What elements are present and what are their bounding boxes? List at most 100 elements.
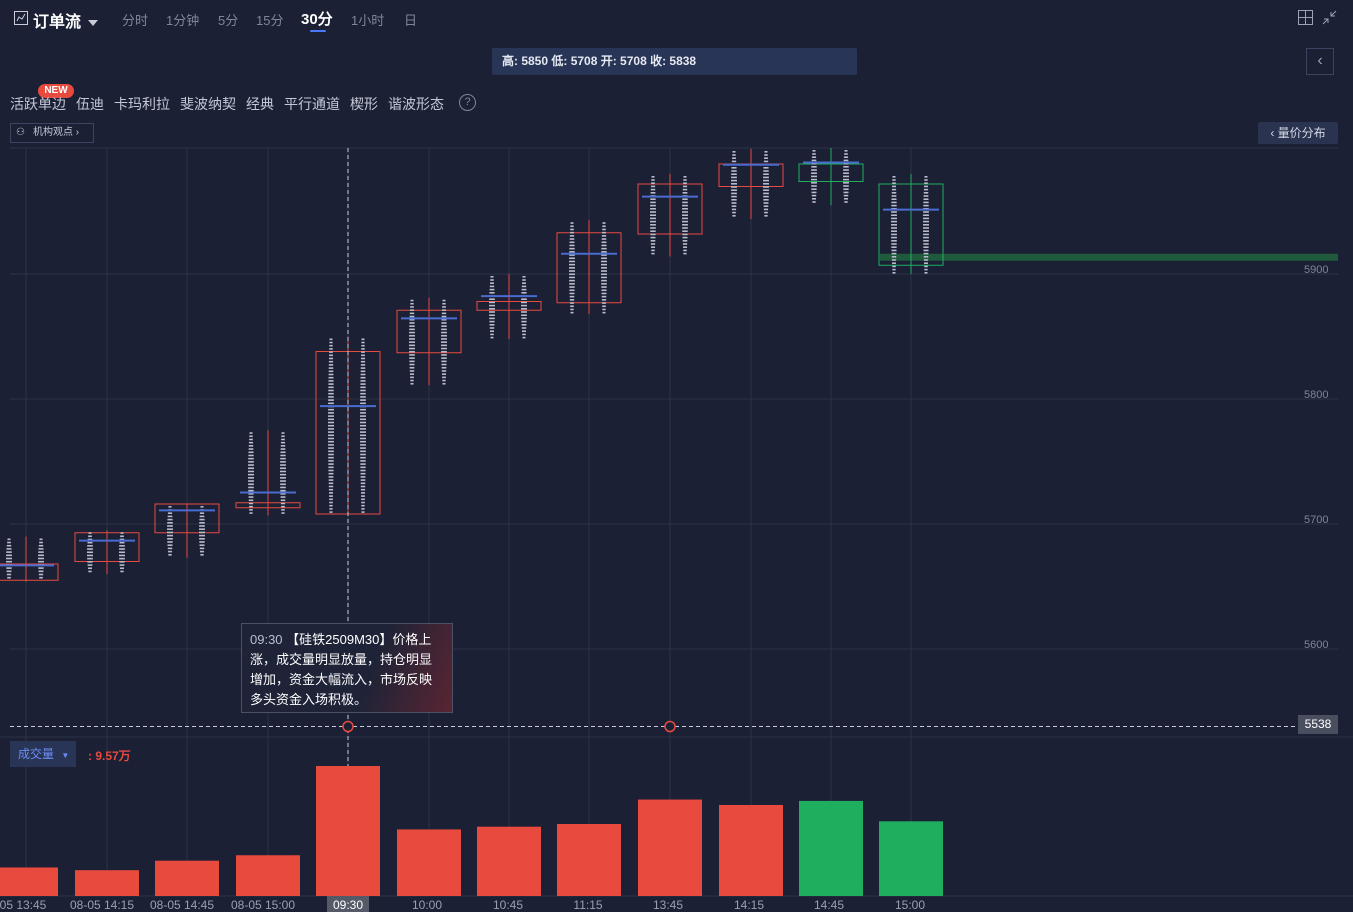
footprint-tick bbox=[891, 195, 897, 197]
footprint-tick bbox=[601, 267, 607, 269]
institution-view-button[interactable]: ⚇ 机构观点 › bbox=[10, 123, 94, 143]
footprint-tick bbox=[328, 421, 334, 424]
footprint-tick bbox=[569, 273, 575, 276]
footprint-tick bbox=[360, 466, 366, 469]
footprint-tick bbox=[328, 392, 334, 395]
tab-1hour[interactable]: 1小时 bbox=[351, 13, 385, 28]
collapse-panel-button[interactable]: ‹ bbox=[1306, 48, 1334, 75]
footprint-tick bbox=[489, 314, 495, 316]
tool-camarilla[interactable]: 卡玛利拉 bbox=[114, 96, 170, 112]
footprint-tick bbox=[120, 532, 124, 534]
footprint-tick bbox=[280, 502, 286, 505]
footprint-tick bbox=[248, 448, 254, 450]
footprint-tick bbox=[248, 496, 254, 498]
footprint-tick bbox=[248, 441, 254, 444]
active-tab-indicator bbox=[310, 30, 326, 32]
footprint-tick bbox=[167, 541, 173, 543]
footprint-tick bbox=[843, 166, 849, 168]
footprint-tick bbox=[360, 386, 366, 389]
footprint-tick bbox=[328, 472, 334, 475]
footprint-tick bbox=[521, 288, 527, 291]
footprint-tick bbox=[763, 183, 769, 185]
footprint-tick bbox=[763, 186, 769, 188]
tool-active-side[interactable]: 活跃单边 bbox=[10, 96, 66, 112]
footprint-tick bbox=[732, 151, 736, 153]
tool-woodie[interactable]: 伍迪 bbox=[76, 96, 104, 112]
footprint-tick bbox=[87, 557, 93, 560]
help-icon[interactable]: ? bbox=[459, 94, 476, 111]
footprint-tick bbox=[731, 192, 737, 195]
footprint-tick bbox=[651, 252, 655, 255]
footprint-tick bbox=[683, 246, 687, 248]
tab-30min[interactable]: 30分 bbox=[301, 11, 333, 28]
footprint-tick bbox=[248, 499, 254, 502]
footprint-tick bbox=[280, 451, 286, 454]
page-title[interactable]: 订单流 bbox=[33, 14, 82, 31]
price-distribution-button[interactable]: ‹ 量价分布 bbox=[1258, 122, 1338, 144]
footprint-tick bbox=[409, 347, 415, 350]
footprint-tick bbox=[812, 150, 816, 152]
footprint-tick bbox=[843, 175, 849, 178]
footprint-tick bbox=[892, 265, 896, 268]
footprint-tick bbox=[119, 557, 125, 560]
tab-15min[interactable]: 15分 bbox=[256, 13, 284, 28]
tab-day[interactable]: 日 bbox=[404, 13, 418, 28]
x-axis-label: 10:45 bbox=[492, 898, 524, 912]
footprint-tick bbox=[489, 301, 495, 304]
shrink-icon[interactable] bbox=[1322, 10, 1337, 30]
footprint-tick bbox=[521, 292, 527, 294]
footprint-tick bbox=[569, 292, 575, 295]
tab-timeshare[interactable]: 分时 bbox=[122, 13, 149, 28]
footprint-tick bbox=[360, 450, 366, 453]
footprint-tick bbox=[569, 289, 575, 292]
tool-parallel-channel[interactable]: 平行通道 bbox=[284, 96, 340, 112]
footprint-tick bbox=[360, 472, 366, 475]
grid-layout-icon[interactable] bbox=[1298, 10, 1313, 30]
footprint-tick bbox=[764, 215, 768, 217]
footprint-tick bbox=[7, 538, 11, 541]
footprint-tick bbox=[360, 463, 366, 465]
footprint-tick bbox=[409, 354, 415, 356]
footprint-tick bbox=[569, 283, 575, 285]
price-distribution-label: 量价分布 bbox=[1277, 126, 1326, 140]
tab-1min[interactable]: 1分钟 bbox=[166, 13, 200, 28]
footprint-tick bbox=[489, 298, 495, 300]
footprint-tick bbox=[682, 192, 688, 194]
footprint-tick bbox=[410, 382, 414, 385]
tab-5min[interactable]: 5分 bbox=[218, 13, 239, 28]
footprint-tick bbox=[360, 399, 366, 401]
footprint-tick bbox=[602, 308, 606, 311]
volume-selector[interactable]: 成交量 ▼ bbox=[10, 741, 76, 767]
footprint-tick bbox=[601, 295, 607, 298]
footprint-tick bbox=[409, 350, 415, 353]
footprint-tick bbox=[329, 508, 333, 510]
chevron-left-icon: ‹ bbox=[1270, 126, 1278, 140]
footprint-tick bbox=[410, 299, 414, 302]
footprint-tick bbox=[923, 192, 929, 194]
footprint-tick bbox=[601, 283, 607, 285]
footprint-tick bbox=[441, 338, 447, 340]
chevron-down-icon[interactable] bbox=[88, 14, 98, 32]
footprint-tick bbox=[490, 333, 494, 336]
footprint-tick bbox=[763, 192, 769, 195]
footprint-tick bbox=[329, 504, 333, 507]
event-tooltip: 09:30 【硅铁2509M30】价格上涨，成交量明显放量，持仓明显增加，资金大… bbox=[241, 623, 453, 713]
footprint-tick bbox=[409, 309, 415, 311]
footprint-tick bbox=[650, 227, 656, 229]
footprint-tick bbox=[328, 469, 334, 472]
tool-harmonic[interactable]: 谐波形态 bbox=[388, 96, 444, 112]
chevron-left-icon: ‹ bbox=[1317, 52, 1323, 69]
footprint-tick bbox=[731, 186, 737, 188]
footprint-tick bbox=[409, 322, 415, 324]
footprint-tick bbox=[328, 463, 334, 465]
footprint-tick bbox=[328, 466, 334, 469]
tool-fibonacci[interactable]: 斐波纳契 bbox=[180, 96, 236, 112]
footprint-tick bbox=[601, 257, 607, 260]
footprint-tick bbox=[601, 241, 607, 244]
footprint-tick bbox=[248, 467, 254, 470]
candle-body bbox=[235, 502, 301, 509]
footprint-tick bbox=[441, 373, 447, 375]
tool-wedge[interactable]: 楔形 bbox=[350, 96, 378, 112]
tool-classic[interactable]: 经典 bbox=[246, 96, 274, 112]
